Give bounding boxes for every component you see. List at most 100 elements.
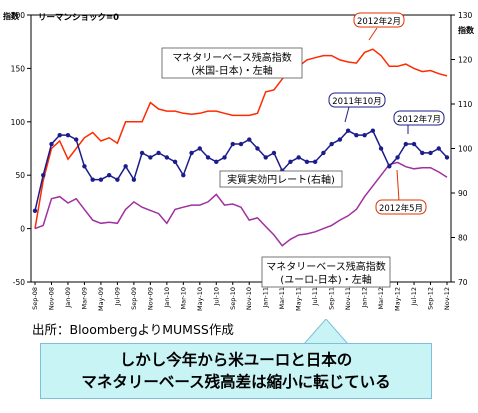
us-series-label-line2: (米国-日本)・左軸 (191, 64, 272, 77)
callout-2012-07-text: 2012年7月 (397, 114, 441, 125)
summary-banner: しかし今年から米ユーロと日本の マネタリーベース残高差は縮小に転じている (40, 343, 432, 399)
series-point (131, 177, 137, 182)
x-tick-label: Mar-10 (179, 287, 187, 309)
left-tick-label: -50 (13, 278, 25, 287)
eu-series-label-line2: (ユーロ-日本)・左軸 (280, 273, 371, 286)
x-tick-label: Jul-10 (212, 287, 220, 306)
series-point (354, 132, 359, 138)
series-point (82, 164, 87, 169)
right-tick-label: 70 (458, 278, 468, 287)
x-tick-label: Jan-10 (163, 287, 171, 309)
series-point (123, 164, 128, 169)
series-point (247, 137, 252, 142)
x-tick-label: Jul-11 (311, 287, 319, 306)
callout-2011-10: 2011年10月 (328, 92, 386, 123)
series-point (197, 146, 202, 151)
series-point (238, 141, 244, 147)
source-note: 出所：BloombergよりMUMSS作成 (32, 322, 234, 337)
x-tick-label: Nov-12 (443, 287, 451, 310)
x-tick-label: Jan-09 (64, 287, 72, 309)
right-tick-label: 130 (458, 11, 473, 20)
x-tick-label: Mar-09 (80, 287, 88, 309)
series-point (172, 159, 178, 165)
series-point (436, 146, 441, 151)
series-point (106, 173, 112, 178)
us-series-label-line1: マネタリーベース残高指数 (172, 51, 292, 64)
yen-series-label: 実質実効円レート(右軸) (219, 170, 343, 188)
x-tick-label: Nov-08 (47, 287, 55, 310)
series-point (370, 128, 376, 133)
right-tick-label: 120 (458, 56, 473, 65)
series-point (181, 173, 186, 178)
us-series-label: マネタリーベース残高指数 (米国-日本)・左軸 (161, 47, 303, 79)
series-point (395, 155, 400, 160)
series-point (98, 177, 104, 182)
x-tick-label: Jan-11 (262, 287, 270, 309)
series-point (230, 141, 235, 147)
chart-annotation: リーマンショック=0 (38, 12, 119, 23)
yen-series-label-text: 実質実効円レート(右軸) (227, 173, 335, 186)
x-tick-label: May-12 (394, 287, 402, 311)
series-point (411, 141, 417, 147)
x-tick-label: Nov-10 (245, 287, 253, 310)
series-point (271, 150, 277, 156)
series-point (329, 141, 334, 147)
x-tick-label: Sep-11 (328, 287, 336, 310)
series-point (428, 150, 433, 156)
series-point (32, 208, 38, 213)
series-point (115, 177, 120, 182)
series-point (378, 146, 384, 151)
series-point (164, 155, 170, 160)
summary-banner-line2: マネタリーベース残高差は縮小に転じている (81, 373, 391, 391)
right-axis: 130 120 110 100 90 80 70 (451, 11, 473, 287)
left-tick-label: 200 (11, 11, 26, 20)
series-point (420, 150, 425, 156)
series-point (288, 159, 293, 165)
chart: 200 150 100 50 0 -50 130 120 110 100 90 80 70 Sep-0… (3, 11, 475, 311)
left-tick-label: 100 (11, 118, 26, 127)
series-point (345, 128, 351, 133)
series-point (139, 150, 145, 156)
callout-2012-07: 2012年7月 (393, 110, 445, 134)
series-point (41, 173, 46, 178)
series-point (444, 155, 450, 160)
series-point (57, 132, 62, 138)
left-axis-label: 指数 (3, 11, 20, 21)
x-tick-label: Nov-09 (146, 287, 154, 310)
x-axis: Sep-08 Nov-08 Jan-09 Mar-09 May-09 Jul-09 Sep-… (31, 282, 451, 311)
series-lines (32, 48, 450, 247)
x-tick-label: Jul-12 (410, 287, 418, 306)
x-tick-label: May-10 (196, 287, 204, 311)
eu-series-label: マネタリーベース残高指数 (ユーロ-日本)・左軸 (261, 256, 391, 288)
series-point (148, 155, 153, 160)
series-point (263, 155, 268, 160)
right-tick-label: 90 (458, 189, 468, 198)
x-tick-label: May-09 (97, 287, 105, 311)
series-point (337, 137, 343, 142)
callout-2012-05-text: 2012年5月 (379, 203, 423, 214)
series-point (321, 150, 326, 156)
series-point (214, 159, 219, 165)
right-tick-label: 100 (458, 145, 473, 154)
summary-banner-line1: しかし今年から米ユーロと日本の (119, 351, 353, 369)
left-axis: 200 150 100 50 0 -50 (11, 11, 31, 287)
series-point (304, 159, 310, 165)
left-tick-label: 50 (15, 171, 25, 180)
x-tick-label: Mar-11 (278, 287, 286, 309)
series-point (74, 137, 79, 142)
right-axis-label: 指数 (458, 25, 475, 35)
series-line-0 (34, 48, 448, 229)
x-tick-label: Sep-12 (427, 287, 435, 310)
series-point (65, 132, 71, 138)
callout-2012-02-text: 2012年2月 (357, 16, 401, 27)
eu-series-label-line1: マネタリーベース残高指数 (266, 260, 386, 273)
callout-2011-10-text: 2011年10月 (332, 96, 381, 107)
x-tick-label: Mar-12 (377, 287, 385, 309)
left-tick-label: 0 (20, 225, 25, 234)
series-point (90, 177, 95, 182)
series-point (205, 155, 211, 160)
series-point (387, 164, 392, 169)
callout-2012-02: 2012年2月 (353, 12, 405, 41)
series-point (403, 141, 408, 147)
callout-2012-05: 2012年5月 (375, 169, 427, 215)
